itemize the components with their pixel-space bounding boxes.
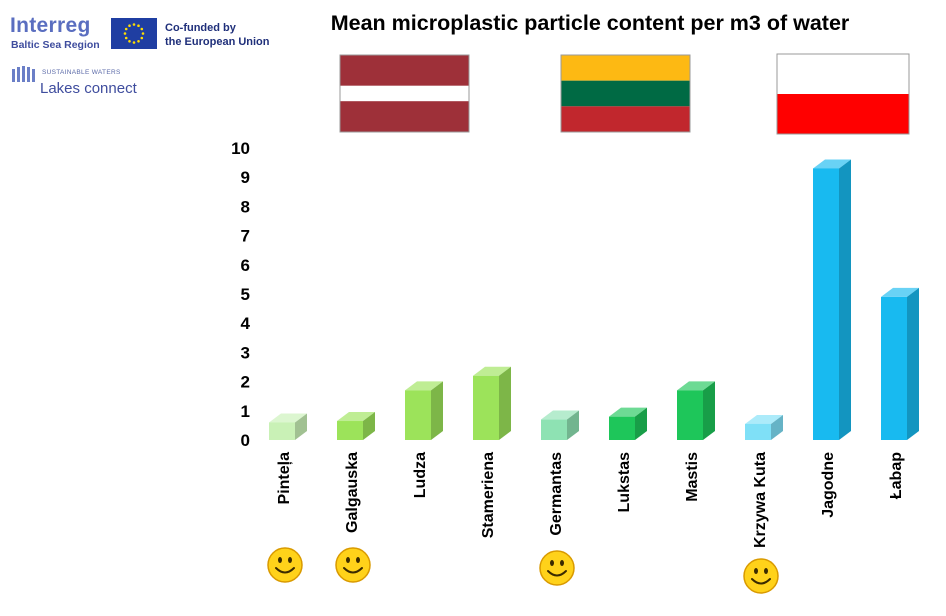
x-tick-label: Pinteļa [276,452,293,505]
bar [745,423,771,440]
smiley-mouth [275,567,295,574]
bar-top [745,414,783,424]
bar-side [567,410,579,440]
flag-latvia-stripe [340,55,469,86]
smiley-eye [754,568,758,574]
y-tick-label: 6 [241,256,250,275]
bar [541,419,567,440]
y-tick-label: 4 [241,314,251,333]
x-tick-label: Lukstas [616,452,633,513]
lakes-connect-label: Lakes connect [40,80,137,97]
cofunded-text: Co-funded by the European Union [165,21,270,49]
y-tick-label: 2 [241,373,250,392]
bar-top [881,287,919,297]
bar-top [337,412,375,422]
x-tick-label: Jagodne [820,452,837,518]
bar-side [635,407,647,440]
bar-side [703,381,715,440]
flag-latvia-stripe [340,101,469,132]
bar-side [907,287,919,440]
bar-top [813,159,851,169]
x-tick-label: Ludza [412,452,429,498]
bar-side [431,381,443,440]
flag-poland-border [776,53,910,135]
sustainable-waters-label: SUSTAINABLE WATERS [42,69,121,76]
cofunded-line-2: the European Union [165,36,270,48]
eu-flag-icon [111,18,157,49]
smiley-mouth [343,567,363,574]
chart-title: Mean microplastic particle content per m… [330,11,850,35]
flag-poland-stripe [777,54,909,94]
x-tick-label: Stameriena [480,452,497,538]
smiley-eye [764,568,768,574]
x-tick-label: Łabap [888,452,905,499]
smiley-eye [346,557,350,563]
y-tick-label: 3 [241,343,250,362]
smiley-icon [743,558,779,594]
bar-side [363,412,375,440]
bar [609,416,635,440]
smiley-icon [267,547,303,583]
bar-top [405,381,443,391]
bar-top [609,407,647,417]
bar-side [771,414,783,440]
flag-lithuania-border [560,54,691,133]
flag-poland-stripe [777,94,909,134]
smiley-mouth [751,578,771,585]
logos: Interreg Baltic Sea Region Co-funded by … [10,14,300,104]
smiley-eye [560,560,564,566]
cofunded-line-1: Co-funded by [165,22,236,34]
y-tick-label: 5 [241,285,250,304]
flag-lithuania-stripe [561,106,690,132]
y-tick-label: 9 [241,168,250,187]
flag-latvia-border [339,54,470,133]
y-tick-label: 8 [241,197,250,216]
bar [405,390,431,440]
bar-top [269,413,307,423]
smiley-eye [356,557,360,563]
bar-side [839,159,851,440]
bar-top [677,381,715,391]
y-tick-label: 7 [241,227,250,246]
interreg-logo: Interreg [10,14,91,37]
bar [677,390,703,440]
x-tick-label: Galgauska [344,452,361,533]
x-tick-label: Mastis [684,452,701,502]
bar-top [541,410,579,420]
flag-latvia-stripe [340,85,469,102]
bar [269,422,295,440]
smiley-eye [288,557,292,563]
x-tick-label: Krzywa Kuta [752,452,769,548]
bar-side [295,413,307,440]
y-tick-label: 0 [241,431,250,450]
bar [813,168,839,440]
flag-lithuania-stripe [561,55,690,81]
sustainable-waters-icon [12,66,35,82]
x-tick-label: Germantas [548,452,565,536]
smiley-eye [550,560,554,566]
region-label: Baltic Sea Region [11,39,100,51]
smiley-eye [278,557,282,563]
y-tick-label: 1 [241,402,250,421]
smiley-icon [335,547,371,583]
bar [881,296,907,440]
bar-side [499,366,511,440]
y-tick-label: 10 [231,139,250,158]
bar-top [473,366,511,376]
flag-lithuania-stripe [561,80,690,107]
smiley-icon [539,550,575,586]
bar [337,421,363,440]
smiley-mouth [547,570,567,577]
bar [473,375,499,440]
